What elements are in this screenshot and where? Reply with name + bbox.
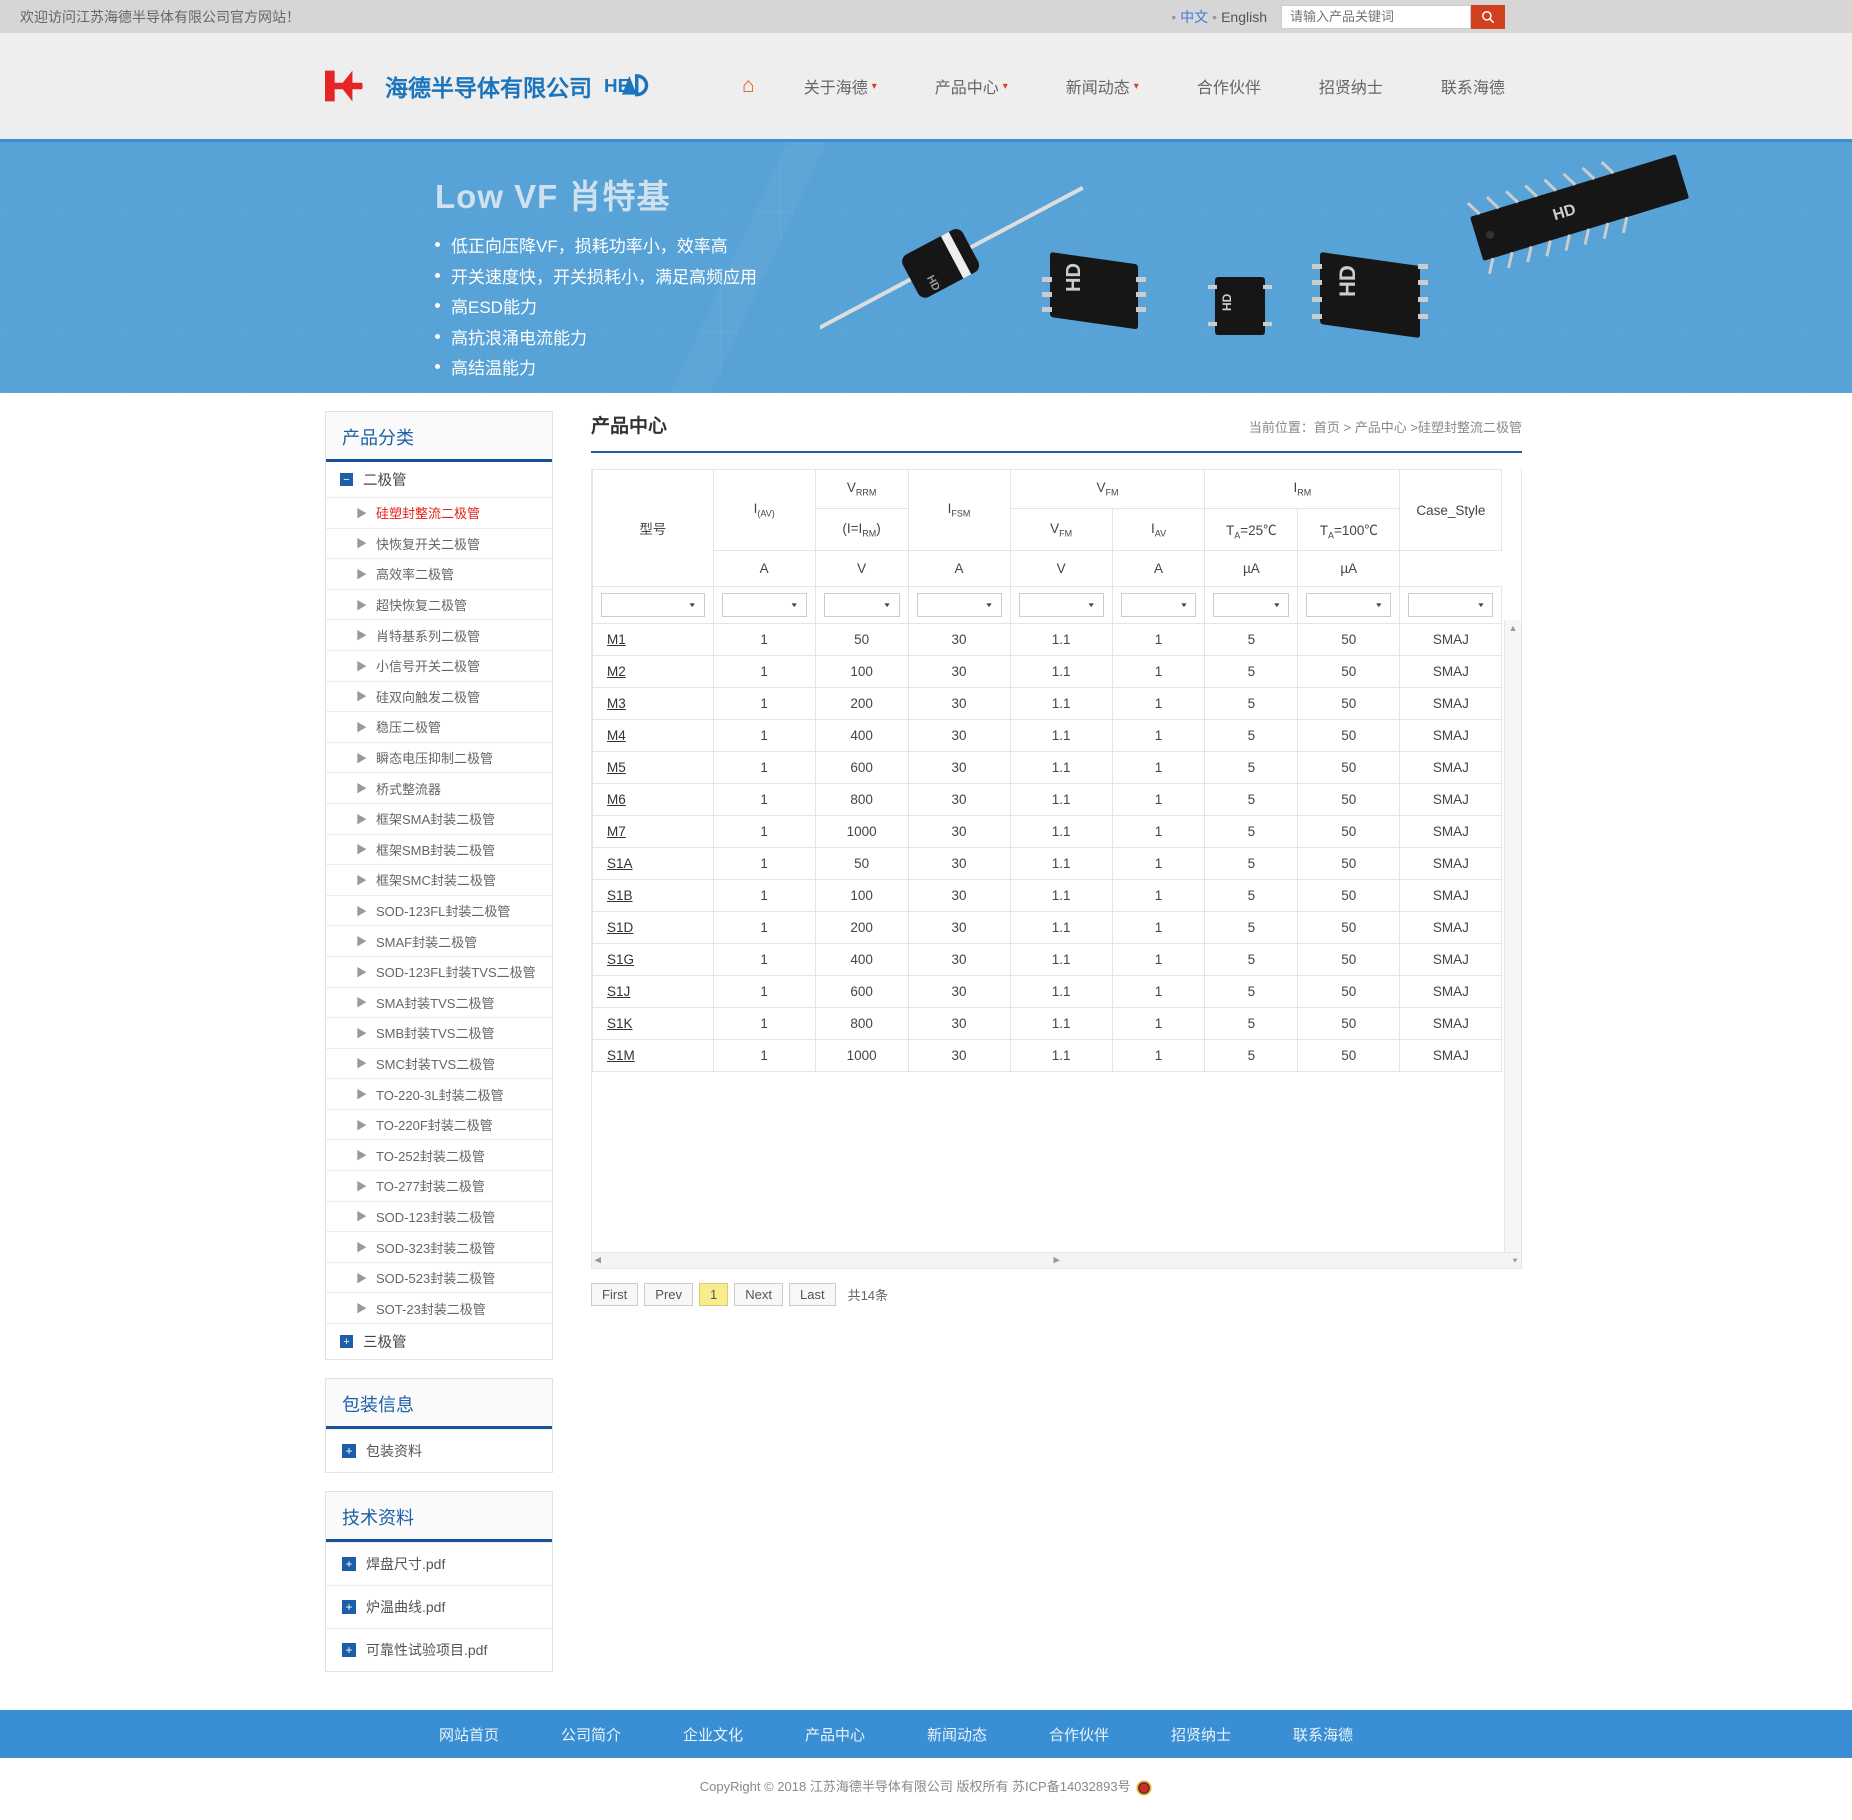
svg-text:HD: HD <box>1335 265 1360 297</box>
svg-text:HD: HD <box>1220 293 1234 311</box>
svg-text:HD: HD <box>1063 263 1085 292</box>
